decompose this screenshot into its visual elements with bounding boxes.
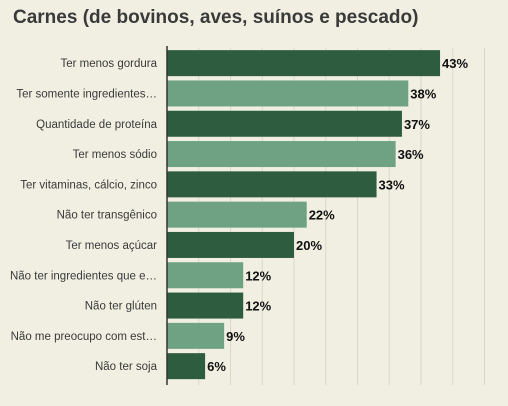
value-label: 36% (398, 147, 424, 162)
value-label: 43% (442, 56, 468, 71)
value-label: 9% (226, 329, 245, 344)
category-label: Não ter glúten (85, 301, 157, 313)
bar[interactable] (167, 292, 244, 319)
bar[interactable] (167, 110, 402, 137)
bar[interactable] (167, 141, 396, 168)
bar[interactable] (167, 322, 225, 349)
category-label: Ter somente ingredientes… (16, 88, 157, 100)
bar[interactable] (167, 262, 244, 289)
value-label: 33% (379, 177, 405, 192)
bar[interactable] (167, 353, 206, 380)
value-label: 38% (410, 86, 436, 101)
value-label: 37% (404, 117, 430, 132)
category-label: Ter menos gordura (60, 58, 157, 70)
category-label: Quantidade de proteína (36, 119, 157, 131)
value-label: 6% (207, 359, 226, 374)
value-label: 12% (245, 299, 271, 314)
chart-title: Carnes (de bovinos, aves, suínos e pesca… (13, 7, 419, 28)
value-label: 22% (309, 208, 335, 223)
category-label: Não ter ingredientes que e… (10, 270, 157, 282)
bar[interactable] (167, 231, 294, 258)
category-label: Ter menos sódio (73, 149, 157, 161)
bar[interactable] (167, 171, 377, 198)
category-label: Ter menos açúcar (66, 240, 158, 252)
bar[interactable] (167, 80, 409, 107)
category-label: Não me preocupo com est… (11, 331, 157, 343)
value-label: 12% (245, 268, 271, 283)
value-label: 20% (296, 238, 322, 253)
bar[interactable] (167, 50, 441, 77)
category-label: Não ter soja (95, 361, 158, 373)
category-label: Ter vitaminas, cálcio, zinco (20, 179, 157, 191)
bar[interactable] (167, 201, 307, 228)
category-label: Não ter transgênico (57, 210, 157, 222)
